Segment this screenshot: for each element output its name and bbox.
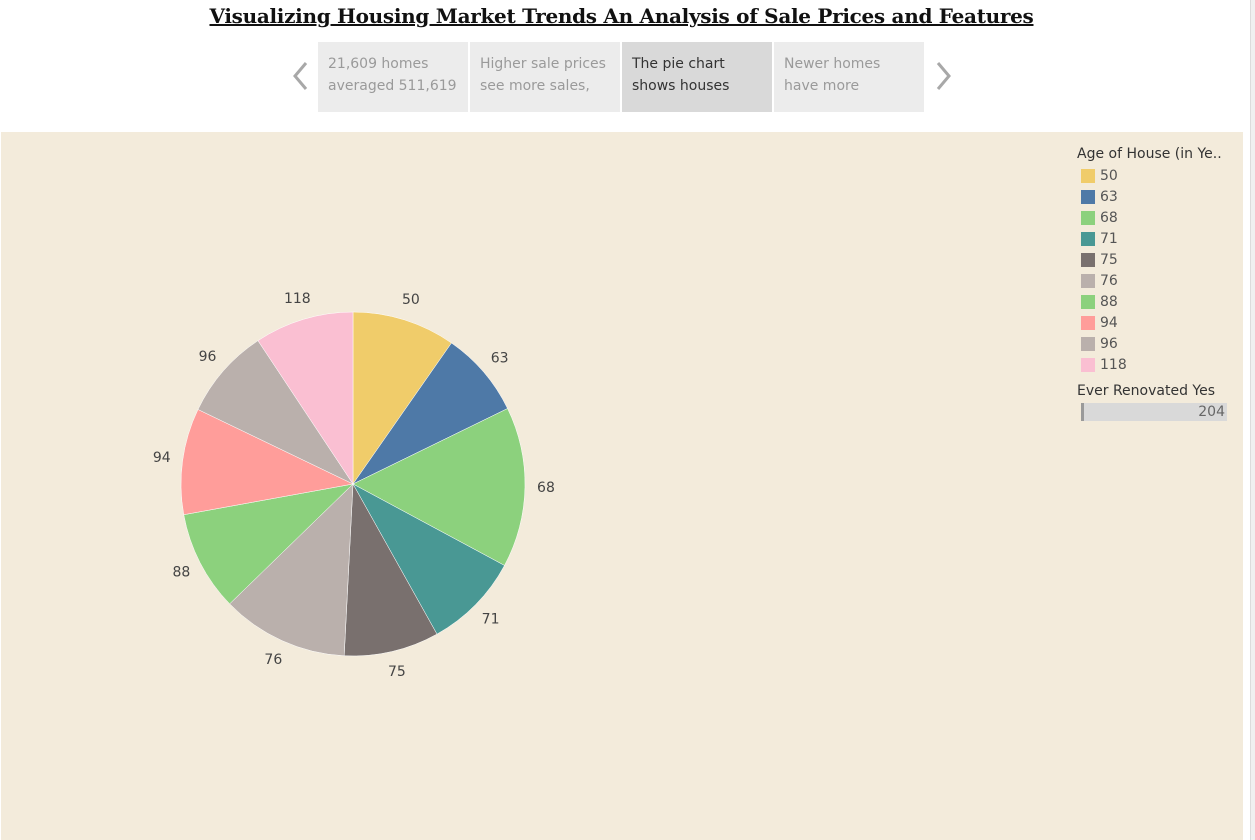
legend-swatch [1081,294,1095,309]
legend-swatch [1081,231,1095,246]
legend-label: 68 [1100,209,1118,226]
pie-data-label: 88 [172,564,190,580]
legend-item[interactable]: 88 [1077,291,1237,312]
pie-slice[interactable] [352,311,452,485]
legend-swatch [1081,252,1095,267]
pie-slice[interactable] [197,340,354,485]
chevron-left-icon [293,62,308,90]
pie-data-label: 76 [264,652,282,668]
legend-item[interactable]: 75 [1077,249,1237,270]
pie-slice[interactable] [352,483,505,635]
legend-item[interactable]: 94 [1077,312,1237,333]
legend-swatch [1081,189,1095,204]
legend-item[interactable]: 118 [1077,354,1237,375]
legend-label: 96 [1100,335,1118,352]
legend-label: 76 [1100,272,1118,289]
pie-data-label: 68 [537,480,555,496]
story-point-line: 21,609 homes [328,56,429,72]
story-point-line: averaged 511,619 [328,78,457,94]
pie-data-label: 94 [153,450,171,466]
story-point-line: The pie chart [632,56,725,72]
legend-item[interactable]: 71 [1077,228,1237,249]
pie-data-label: 75 [388,664,406,680]
pie-data-label: 71 [482,611,500,627]
story-point-4[interactable]: Newer homes have more [774,42,924,112]
story-point-3-active[interactable]: The pie chart shows houses [622,42,772,112]
story-point-line: have more [784,78,860,94]
dashboard-title: Visualizing Housing Market Trends An Ana… [209,4,1034,28]
story-navigator: 21,609 homes averaged 511,619 Higher sal… [318,42,924,112]
story-point-line: see more sales, [480,78,590,94]
legend-label: 94 [1100,314,1118,331]
pie-data-label: 96 [199,349,217,365]
legend-swatch [1081,336,1095,351]
renovated-filter-value: 204 [1198,404,1225,420]
scrollbar-track[interactable] [1250,0,1255,840]
story-point-2[interactable]: Higher sale prices see more sales, [470,42,620,112]
pie-slice[interactable] [180,409,354,516]
color-legend: Age of House (in Ye.. 50 63 68 71 75 76 88 94 96… [1077,146,1237,421]
chevron-right-icon [936,62,951,90]
legend-item[interactable]: 68 [1077,207,1237,228]
previous-story-point-button[interactable] [288,58,314,94]
renovated-filter-title: Ever Renovated Yes [1077,383,1216,399]
worksheet-canvas: 50 63 68 71 75 76 88 94 96 118 [1,132,1243,840]
legend-title: Age of House (in Ye.. [1077,146,1222,162]
pie-chart[interactable]: 50 63 68 71 75 76 88 94 96 118 [1,132,1243,840]
pie-data-label: 63 [491,351,509,367]
renovated-filter-bar[interactable]: 204 [1081,403,1227,421]
pie-slice[interactable] [343,483,438,657]
story-point-line: Newer homes [784,56,881,72]
legend-swatch [1081,357,1095,372]
story-point-line: Higher sale prices [480,56,606,72]
legend-item[interactable]: 50 [1077,165,1237,186]
pie-data-label: 118 [284,291,311,307]
legend-label: 50 [1100,167,1118,184]
legend-label: 63 [1100,188,1118,205]
legend-items: 50 63 68 71 75 76 88 94 96 118 [1077,165,1237,375]
pie-slice[interactable] [183,483,354,605]
legend-item[interactable]: 63 [1077,186,1237,207]
legend-swatch [1081,168,1095,183]
legend-swatch [1081,273,1095,288]
legend-swatch [1081,210,1095,225]
story-point-line: shows houses [632,78,730,94]
legend-item[interactable]: 96 [1077,333,1237,354]
pie-slice[interactable] [229,483,354,657]
pie-data-label: 50 [402,292,420,308]
pie-slice[interactable] [352,408,526,566]
legend-label: 75 [1100,251,1118,268]
legend-item[interactable]: 76 [1077,270,1237,291]
legend-swatch [1081,315,1095,330]
story-point-1[interactable]: 21,609 homes averaged 511,619 [318,42,468,112]
next-story-point-button[interactable] [930,58,956,94]
legend-label: 88 [1100,293,1118,310]
legend-label: 71 [1100,230,1118,247]
legend-label: 118 [1100,356,1127,373]
pie-slice[interactable] [257,311,354,485]
